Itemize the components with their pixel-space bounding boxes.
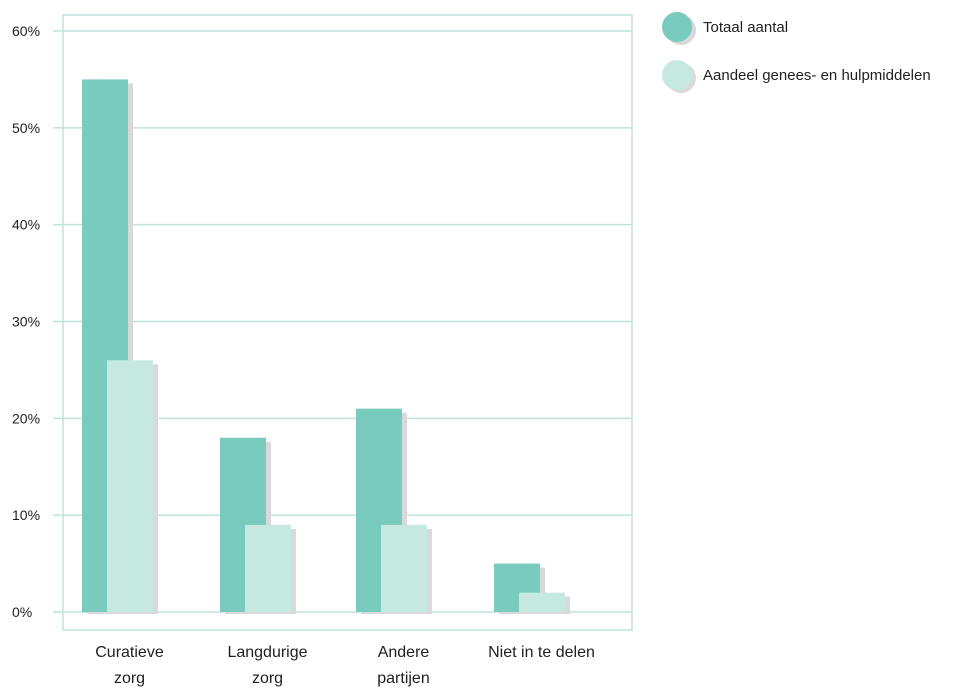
plot-frame [62,14,633,631]
y-tick-label: 10% [12,507,40,523]
y-tick-label: 50% [12,120,40,136]
x-axis-labels: Curatieve zorg Langdurige zorg Andere partije… [95,644,595,687]
bar-aandeel-1 [245,524,291,612]
x-tick-label: Andere [378,644,430,661]
x-tick-label: zorg [252,670,283,687]
y-tick-label: 0% [12,604,32,620]
bar-aandeel-3 [519,592,565,612]
bars [82,79,570,614]
x-tick-label: Curatieve [95,644,164,661]
x-tick-label: partijen [377,670,429,687]
x-tick-label: Niet in te delen [488,644,595,661]
legend-swatch [662,12,692,42]
legend-swatch [662,60,692,90]
legend-label: Totaal aantal [703,19,788,36]
y-tick-label: 30% [12,314,40,330]
y-tick-label: 40% [12,217,40,233]
x-tick-label: zorg [114,670,145,687]
y-tick-label: 20% [12,410,40,426]
bar-aandeel-0 [107,360,153,612]
legend: Totaal aantal Aandeel genees- en hulpmidd… [662,12,931,93]
bar-aandeel-2 [381,524,427,612]
y-tick-label: 60% [12,23,40,39]
x-tick-label: Langdurige [227,644,307,661]
legend-label: Aandeel genees- en hulpmiddelen [703,67,931,84]
y-axis-ticks: 0% 10% 20% 30% 40% 50% 60% [12,23,40,620]
